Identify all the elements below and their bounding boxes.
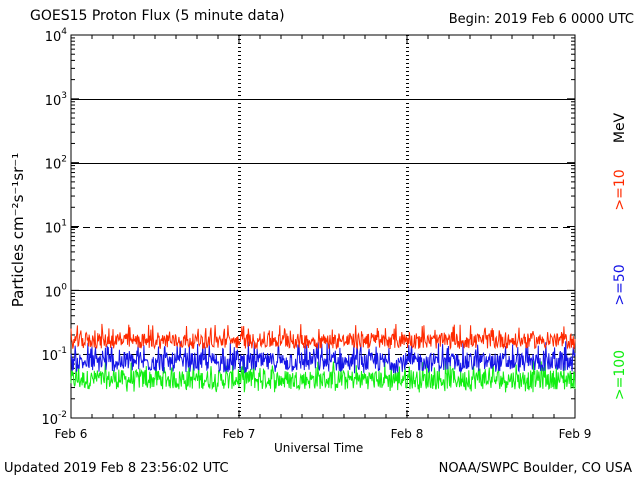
x-axis-label: Universal Time (274, 441, 364, 455)
begin-time: Begin: 2019 Feb 6 0000 UTC (448, 12, 634, 27)
y-tick-label: 10-1 (41, 346, 67, 364)
y-tick-label: 104 (45, 27, 68, 45)
y-tick-label: 103 (45, 91, 67, 109)
series-line-ge100 (70, 360, 576, 393)
credit-text: NOAA/SWPC Boulder, CO USA (438, 461, 632, 476)
x-tick-label: Feb 8 (391, 427, 424, 441)
chart-title: GOES15 Proton Flux (5 minute data) (30, 8, 285, 24)
y-tick-label: 102 (45, 155, 67, 173)
x-tick-label: Feb 9 (559, 427, 592, 441)
y-tick-label: 10-2 (41, 410, 67, 428)
x-tick-label: Feb 7 (223, 427, 256, 441)
series-line-ge50 (70, 341, 576, 374)
series-line-ge10 (70, 323, 576, 351)
x-tick-label: Feb 6 (55, 427, 88, 441)
y-tick-label: 101 (45, 219, 67, 237)
y-tick-label: 100 (45, 282, 68, 300)
updated-timestamp: Updated 2019 Feb 8 23:56:02 UTC (4, 461, 229, 476)
